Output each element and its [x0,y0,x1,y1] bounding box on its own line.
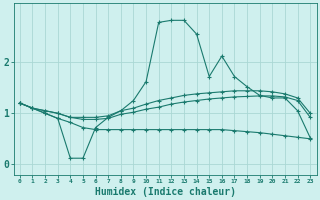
X-axis label: Humidex (Indice chaleur): Humidex (Indice chaleur) [94,186,236,197]
